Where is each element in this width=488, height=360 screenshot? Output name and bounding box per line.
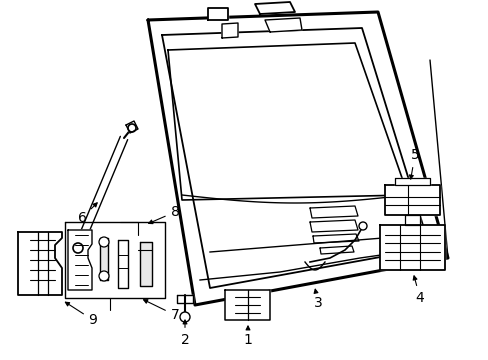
Polygon shape (177, 295, 193, 303)
Polygon shape (168, 43, 407, 200)
Text: 5: 5 (408, 148, 419, 179)
Polygon shape (319, 246, 353, 254)
Circle shape (358, 222, 366, 230)
Text: 3: 3 (313, 289, 322, 310)
Polygon shape (309, 206, 357, 218)
Circle shape (128, 124, 136, 132)
Circle shape (99, 237, 109, 247)
Polygon shape (222, 23, 238, 38)
Polygon shape (384, 185, 439, 215)
Polygon shape (68, 230, 92, 290)
Polygon shape (18, 232, 62, 295)
Polygon shape (224, 290, 269, 320)
Text: 4: 4 (412, 276, 424, 305)
Polygon shape (394, 178, 429, 185)
Circle shape (99, 271, 109, 281)
Text: 2: 2 (180, 320, 189, 347)
Text: 7: 7 (143, 300, 179, 322)
Circle shape (73, 243, 83, 253)
Text: 1: 1 (243, 326, 252, 347)
Text: 9: 9 (65, 302, 97, 327)
Polygon shape (140, 242, 152, 286)
Polygon shape (379, 225, 444, 270)
Polygon shape (148, 12, 447, 305)
Polygon shape (404, 215, 419, 225)
Circle shape (180, 312, 190, 322)
Polygon shape (312, 234, 358, 243)
Polygon shape (126, 121, 138, 133)
Polygon shape (207, 8, 227, 20)
Text: 6: 6 (78, 203, 97, 225)
Polygon shape (264, 18, 302, 32)
Polygon shape (162, 28, 429, 288)
Polygon shape (100, 238, 108, 280)
Polygon shape (254, 2, 294, 14)
Polygon shape (118, 240, 128, 288)
Polygon shape (309, 220, 357, 232)
Text: 8: 8 (148, 205, 179, 224)
